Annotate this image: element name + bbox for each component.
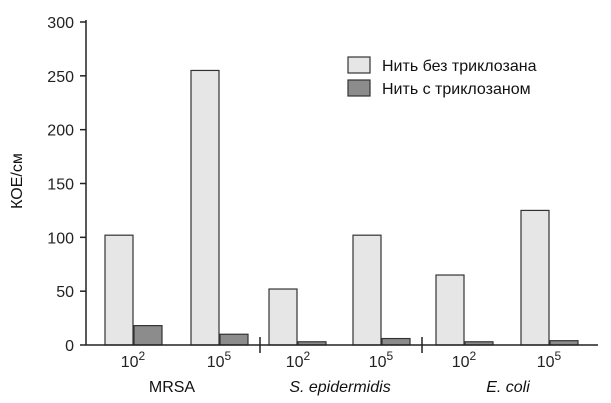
- legend-label: Нить с триклозаном: [382, 81, 531, 98]
- bars-layer: [104, 69, 579, 346]
- y-axis-label: КОЕ/см: [9, 153, 26, 209]
- x-tick-base: 10: [121, 354, 139, 371]
- x-tick-exponent: 5: [225, 349, 232, 363]
- bar-without-triclosan: [520, 209, 550, 346]
- legend-swatch: [347, 56, 371, 74]
- x-tick-base: 10: [207, 354, 225, 371]
- x-tick-base: 10: [537, 354, 555, 371]
- group-label: MRSA: [149, 379, 196, 396]
- x-tick-label: 105: [537, 349, 562, 371]
- x-tick-exponent: 5: [555, 349, 562, 363]
- legend: Нить без триклозана Нить с триклозаном: [347, 56, 537, 98]
- legend-label: Нить без триклозана: [382, 58, 537, 75]
- x-tick-base: 10: [286, 354, 304, 371]
- x-tick-base: 10: [452, 354, 470, 371]
- x-tick-exponent: 2: [304, 349, 311, 363]
- bar-with-triclosan: [219, 333, 249, 346]
- x-tick-exponent: 2: [470, 349, 477, 363]
- y-tick-label: 200: [47, 123, 74, 140]
- y-tick-label: 150: [47, 177, 74, 194]
- x-tick-exponent: 2: [139, 349, 146, 363]
- bar-without-triclosan: [104, 234, 134, 346]
- y-ticks-layer: 0 50 100 150 200 250 300: [47, 15, 86, 355]
- x-tick-label: 105: [207, 349, 232, 371]
- bar-with-triclosan: [133, 325, 163, 346]
- x-tick-label: 102: [286, 349, 311, 371]
- group-label: E. coli: [486, 379, 530, 396]
- bar-without-triclosan: [435, 274, 465, 346]
- y-tick-label: 100: [47, 230, 74, 247]
- group-label: S. epidermidis: [289, 379, 390, 396]
- legend-swatch: [347, 79, 371, 97]
- x-tick-exponent: 5: [387, 349, 394, 363]
- x-tick-base: 10: [369, 354, 387, 371]
- x-tick-label: 105: [369, 349, 394, 371]
- bar-without-triclosan: [352, 234, 382, 346]
- y-tick-label: 300: [47, 15, 74, 32]
- x-tick-label: 102: [121, 349, 146, 371]
- y-tick-label: 50: [56, 284, 74, 301]
- bar-without-triclosan: [268, 288, 298, 346]
- y-tick-label: 0: [65, 338, 74, 355]
- y-tick-label: 250: [47, 69, 74, 86]
- bar-with-triclosan: [381, 337, 411, 346]
- bar-without-triclosan: [190, 69, 220, 346]
- x-tick-label: 102: [452, 349, 477, 371]
